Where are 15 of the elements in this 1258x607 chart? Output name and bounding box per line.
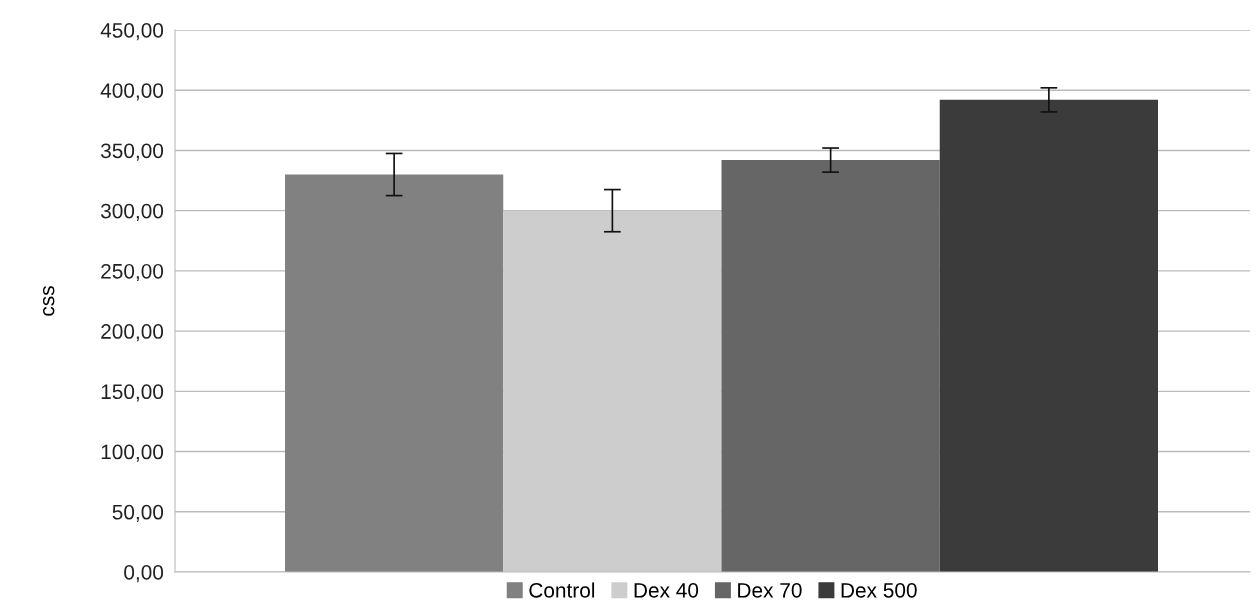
y-tick-label: 0,00 <box>124 565 164 583</box>
y-tick-label: 400,00 <box>100 83 164 101</box>
y-tick-label: 50,00 <box>112 504 164 522</box>
legend-label: Dex 40 <box>634 582 699 598</box>
y-tick-label: 250,00 <box>101 263 164 282</box>
legend-label: Dex 70 <box>738 582 802 598</box>
y-axis-title: css <box>42 286 55 316</box>
y-tick-label: 100,00 <box>101 444 164 462</box>
y-tick-label: 200,00 <box>101 324 164 342</box>
y-tick-label: 300,00 <box>100 203 164 221</box>
y-tick-label: 450,00 <box>100 23 164 41</box>
legend-label: Control <box>529 582 595 598</box>
y-tick-label: 150,00 <box>101 384 164 402</box>
y-tick-label: 350,00 <box>100 143 164 161</box>
legend-label: Dex 500 <box>841 582 917 598</box>
